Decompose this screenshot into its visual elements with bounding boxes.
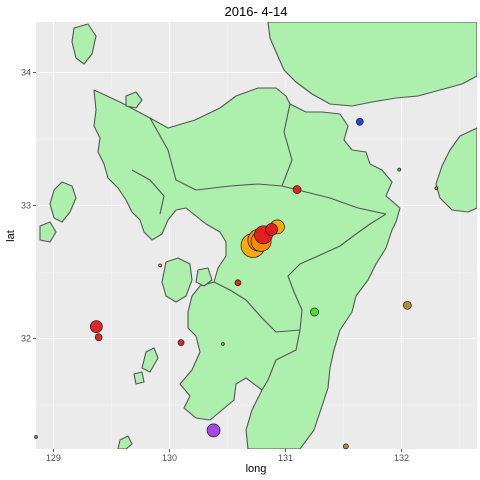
earthquake-point: [343, 443, 349, 450]
amakusa-islands: [161, 257, 193, 303]
koshiki-small: [133, 371, 145, 385]
border-fukuoka-saga: [149, 117, 197, 191]
earthquake-point: [177, 339, 185, 346]
earthquake-point: [34, 435, 38, 439]
koshiki-islands: [141, 347, 159, 373]
map-layer: [39, 22, 477, 449]
x-tick-label: 132: [394, 453, 409, 463]
kuchinoerabu: [117, 435, 133, 449]
border-kagoshima-miyazaki: [261, 329, 301, 391]
earthquake-point: [292, 185, 302, 194]
earthquake-point: [234, 279, 242, 287]
earthquake-point: [403, 300, 412, 310]
y-tick-label: 33: [21, 201, 31, 211]
tsushima: [71, 23, 97, 65]
chart-title: 2016- 4-14: [225, 4, 288, 19]
earthquake-point: [310, 307, 319, 317]
y-axis: 32 33 34: [21, 68, 31, 344]
earthquake-point: [94, 333, 103, 342]
goto-islands: [49, 181, 77, 223]
earthquake-point: [158, 263, 163, 268]
earthquake-points: [34, 117, 439, 450]
border-kumamoto-kagoshima: [213, 281, 301, 333]
earthquake-point: [89, 320, 103, 333]
border-miyazaki: [287, 213, 387, 331]
earthquake-point: [206, 423, 221, 438]
earthquake-point: [220, 342, 225, 346]
y-tick-label: 32: [21, 334, 31, 344]
goto-islands-south: [39, 221, 57, 243]
border-saga-nagasaki: [131, 169, 165, 215]
y-tick-label: 34: [21, 68, 31, 78]
earthquake-point: [434, 186, 439, 191]
x-axis: 129 130 131 132: [46, 453, 409, 463]
honshu: [267, 22, 477, 107]
earthquake-point: [265, 223, 278, 236]
x-axis-label: long: [246, 463, 267, 475]
y-axis-label: lat: [5, 230, 17, 242]
x-tick-label: 129: [46, 453, 61, 463]
earthquake-point: [397, 167, 402, 172]
shikoku: [435, 127, 477, 213]
iki-island: [125, 91, 143, 109]
x-tick-label: 130: [162, 453, 177, 463]
border-fukuoka-oita: [281, 103, 293, 187]
earthquake-point: [355, 117, 364, 126]
amakusa-small: [195, 267, 213, 287]
x-tick-label: 131: [278, 453, 293, 463]
